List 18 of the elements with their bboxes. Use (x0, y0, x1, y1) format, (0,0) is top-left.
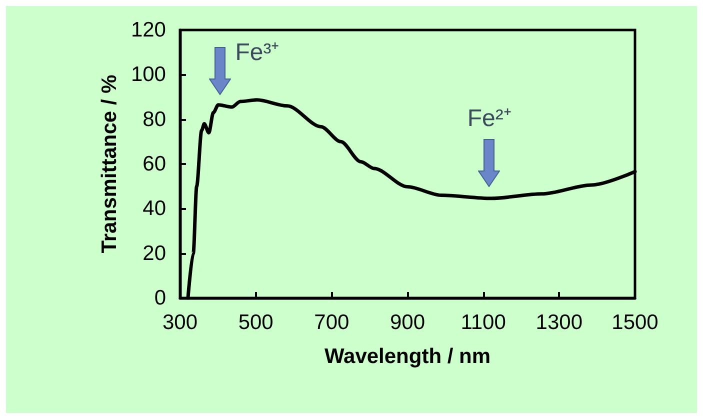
x-tick-label: 300 (162, 311, 198, 334)
x-axis-title: Wavelength / nm (324, 345, 491, 368)
y-tick-label: 40 (142, 197, 166, 220)
x-tick-label: 1100 (460, 311, 506, 334)
annotation: Fe²⁺ (467, 104, 512, 132)
x-tick-label: 1300 (536, 311, 583, 334)
y-axis-title: Transmittance / % (98, 74, 121, 254)
x-tick-label: 700 (314, 311, 350, 334)
y-tick-label: 20 (142, 242, 166, 265)
y-tick-label: 0 (154, 286, 166, 310)
x-tick-label: 500 (238, 311, 274, 334)
y-tick-label: 100 (130, 63, 166, 86)
annotation: Fe³⁺ (235, 38, 280, 66)
x-tick-label: 1500 (612, 311, 658, 334)
y-tick-label: 60 (142, 152, 166, 176)
x-tick-label: 900 (390, 311, 426, 334)
y-tick-label: 80 (142, 108, 166, 131)
y-tick-label: 120 (130, 18, 166, 42)
